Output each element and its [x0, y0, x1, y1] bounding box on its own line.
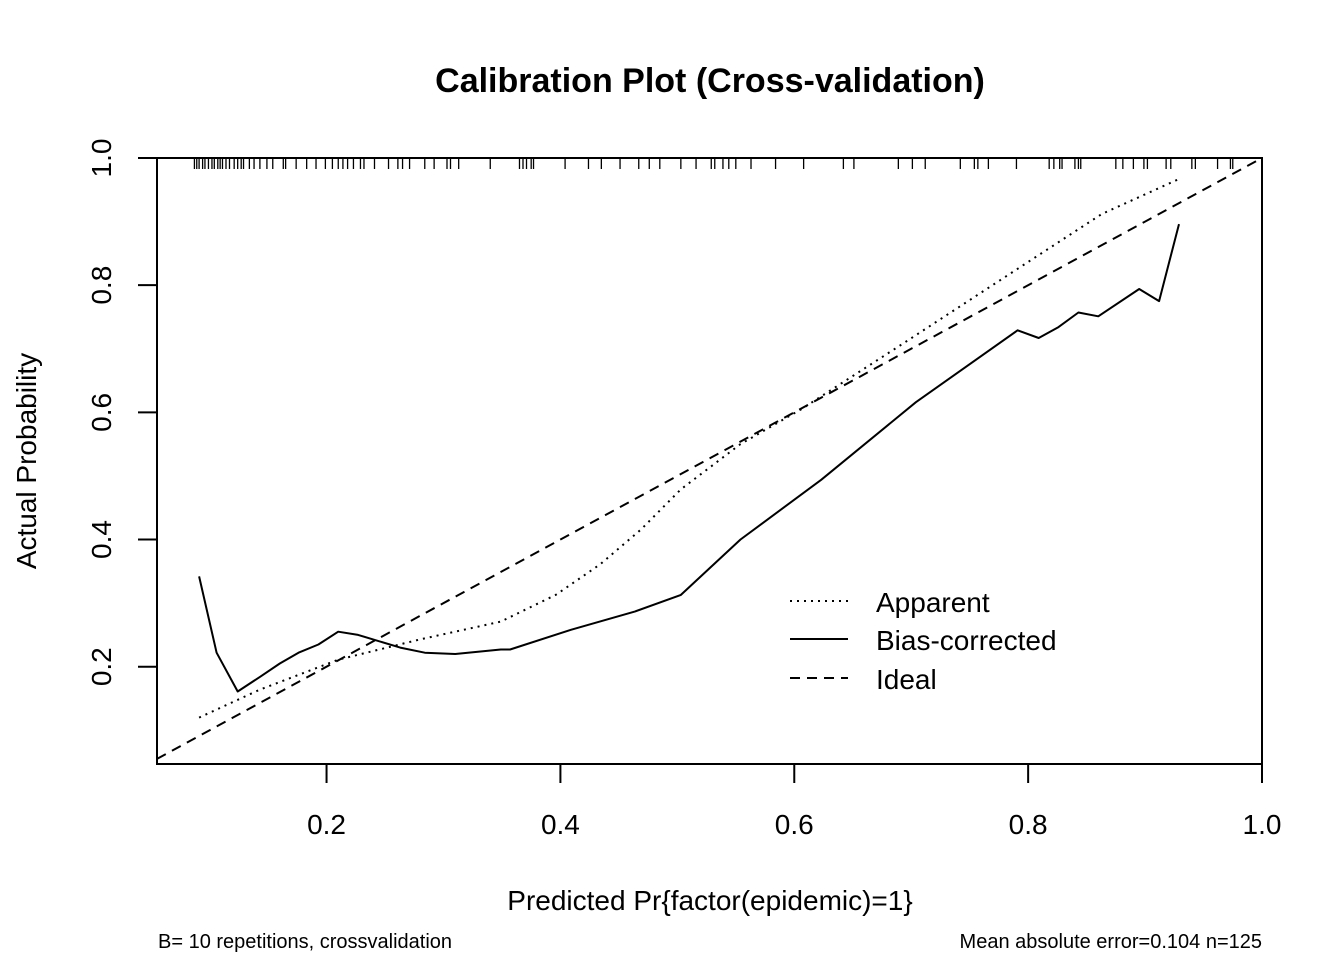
legend: Apparent Bias-corrected Ideal: [790, 587, 1057, 695]
x-axis: 0.2 0.4 0.6 0.8 1.0: [307, 764, 1281, 840]
subtitle-left: B= 10 repetitions, crossvalidation: [158, 931, 452, 953]
y-tick-label: 0.6: [86, 393, 117, 432]
y-tick-label: 0.4: [86, 520, 117, 559]
x-tick-label: 0.2: [307, 809, 346, 840]
x-tick-label: 0.4: [541, 809, 580, 840]
series-group: [156, 157, 1263, 760]
x-axis-label: Predicted Pr{factor(epidemic)=1}: [507, 885, 912, 916]
x-tick-label: 1.0: [1243, 809, 1282, 840]
subtitle-right: Mean absolute error=0.104 n=125: [960, 931, 1262, 953]
legend-label-bias-corrected: Bias-corrected: [876, 625, 1057, 656]
x-tick-label: 0.8: [1009, 809, 1048, 840]
series-bias-corrected: [198, 223, 1180, 693]
y-tick-label: 0.8: [86, 266, 117, 305]
plot-frame: [156, 157, 1263, 765]
chart-title: Calibration Plot (Cross-validation): [435, 62, 985, 100]
series-ideal: [156, 157, 1263, 760]
x-tick-label: 0.6: [775, 809, 814, 840]
legend-label-ideal: Ideal: [876, 664, 937, 695]
y-tick-label: 1.0: [86, 139, 117, 178]
legend-label-apparent: Apparent: [876, 587, 990, 618]
y-axis-label: Actual Probability: [11, 353, 42, 569]
y-tick-label: 0.2: [86, 647, 117, 686]
y-axis: 0.2 0.4 0.6 0.8 1.0: [86, 139, 157, 686]
rug-marks: [193, 158, 1234, 169]
